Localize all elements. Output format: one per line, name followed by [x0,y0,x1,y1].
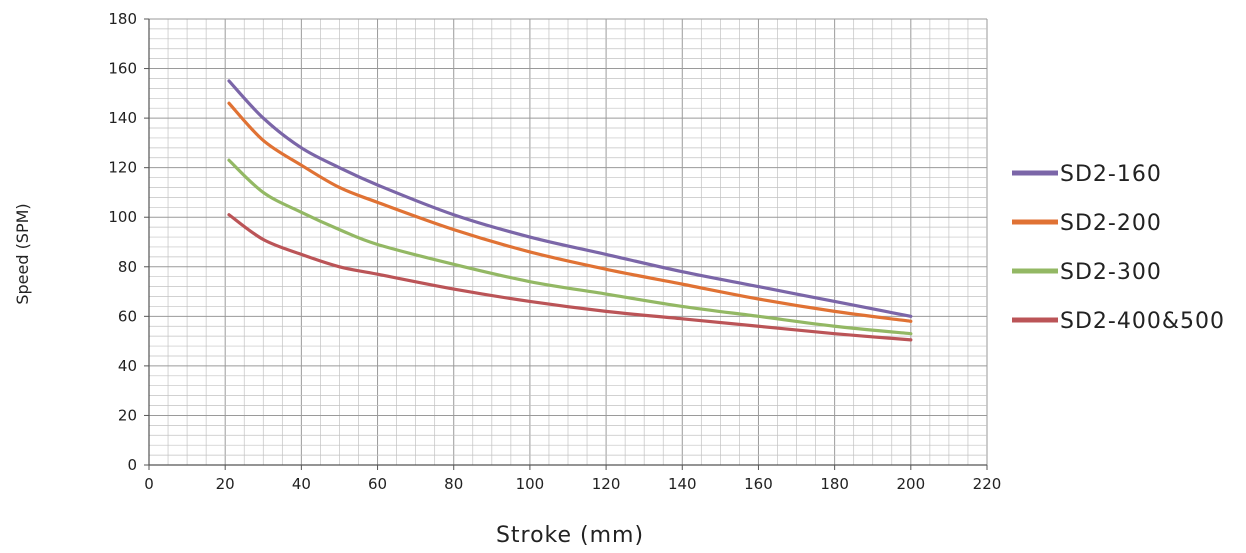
series-line-sd2-160 [227,79,913,318]
y-tick-label: 140 [108,109,137,127]
legend-label-sd2-400-500: SD2-400&500 [1060,309,1225,334]
y-tick-label: 0 [127,456,137,474]
series-line-sd2-200 [227,101,913,323]
y-tick-label: 120 [108,159,137,177]
x-tick-label: 40 [292,475,311,493]
x-tick-label: 80 [444,475,463,493]
x-tick-label: 0 [144,475,154,493]
x-tick-label: 140 [668,475,697,493]
x-axis-title: Stroke (mm) [496,523,644,548]
x-tick-label: 120 [592,475,621,493]
x-tick-label: 160 [744,475,773,493]
legend-label-sd2-200: SD2-200 [1060,211,1162,236]
y-tick-label: 20 [118,406,137,424]
x-tick-label: 220 [973,475,1002,493]
x-tick-label: 180 [820,475,849,493]
y-tick-label: 180 [108,10,137,28]
y-tick-label: 60 [118,307,137,325]
y-axis-title: Speed (SPM) [13,203,32,304]
grid [148,18,988,466]
legend: SD2-160 SD2-200 SD2-300 SD2-400&500 [1012,162,1225,334]
tick-labels: 0 20 40 60 80 100 120 140 160 180 200 220 0 20 40 60 80 1… [108,10,1001,493]
x-tick-label: 100 [516,475,545,493]
legend-label-sd2-160: SD2-160 [1060,162,1162,187]
y-tick-label: 100 [108,208,137,226]
y-tick-label: 160 [108,60,137,78]
y-tick-label: 80 [118,258,137,276]
y-tick-label: 40 [118,357,137,375]
series-line-sd2-400-500 [227,213,913,342]
x-tick-label: 60 [368,475,387,493]
series-line-sd2-300 [227,158,913,336]
legend-label-sd2-300: SD2-300 [1060,260,1162,285]
x-tick-label: 200 [896,475,925,493]
axes [144,18,988,470]
x-tick-label: 20 [216,475,235,493]
series-lines [227,79,913,342]
